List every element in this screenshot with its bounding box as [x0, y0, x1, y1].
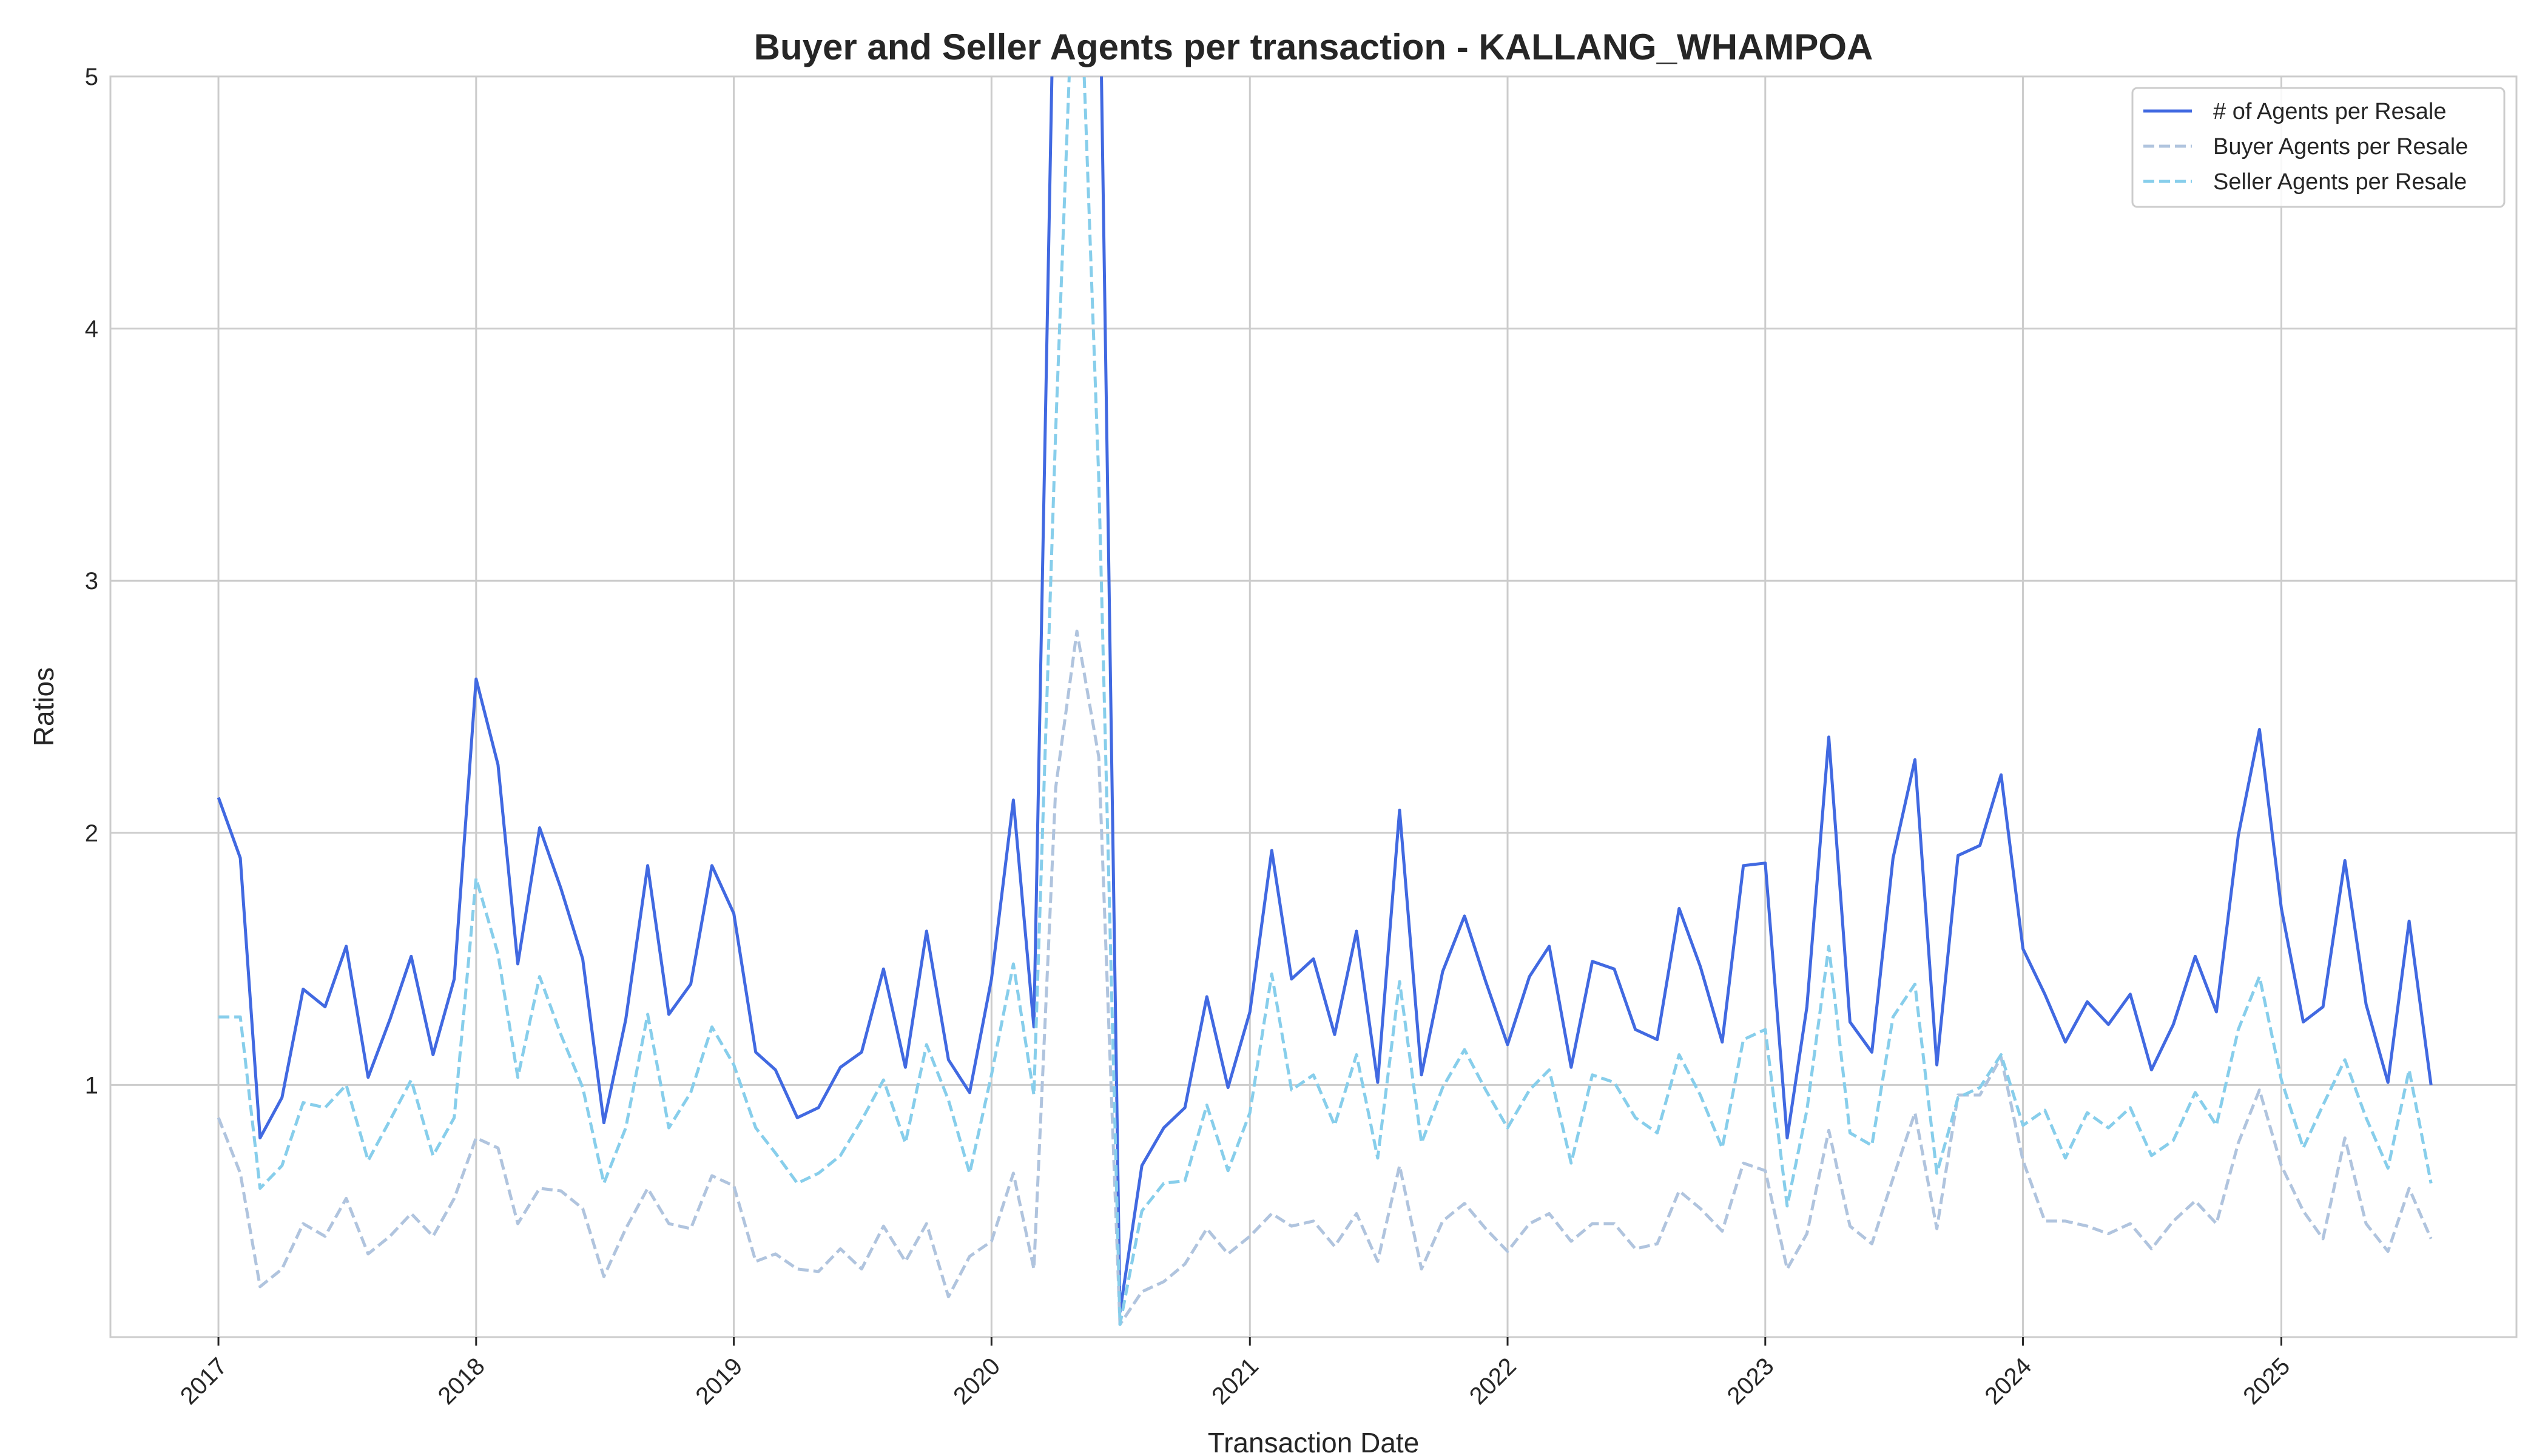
y-tick-label: 5 — [85, 64, 98, 90]
legend: # of Agents per Resale Buyer Agents per R… — [2131, 87, 2506, 208]
legend-entry: Buyer Agents per Resale — [2213, 134, 2468, 160]
y-tick-label: 3 — [85, 568, 98, 595]
legend-entry: Seller Agents per Resale — [2213, 169, 2467, 195]
x-axis-label: Transaction Date — [1208, 1427, 1420, 1456]
y-tick-label: 4 — [85, 316, 98, 343]
legend-box — [2131, 87, 2506, 208]
series-line-1 — [217, 76, 2433, 1313]
y-tick-label: 1 — [85, 1072, 98, 1099]
series-lines — [217, 76, 2433, 1326]
series-line-2 — [217, 629, 2433, 1326]
plot-frame — [109, 75, 2518, 1338]
chart-title: Buyer and Seller Agents per transaction … — [754, 27, 1873, 67]
y-tick-label: 2 — [85, 820, 98, 847]
legend-entry: # of Agents per Resale — [2213, 99, 2446, 124]
series-line-3 — [218, 76, 2433, 1326]
y-axis-label: Ratios — [28, 667, 59, 746]
